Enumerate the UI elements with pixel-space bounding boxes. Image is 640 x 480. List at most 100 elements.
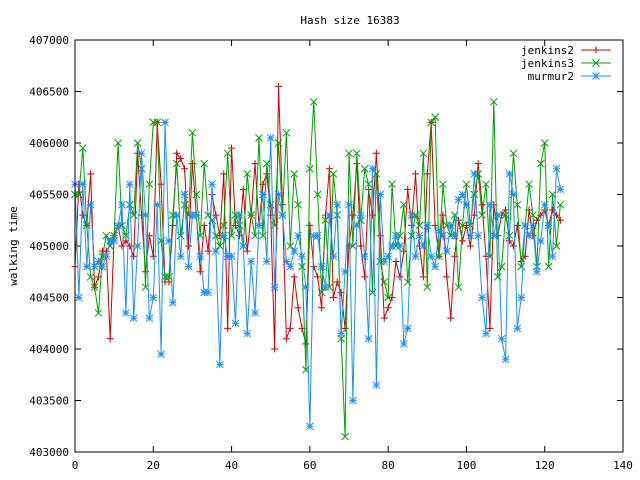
data-point	[443, 273, 451, 281]
data-point	[251, 231, 259, 240]
data-point	[349, 396, 357, 405]
data-point	[431, 262, 439, 271]
data-point	[396, 273, 404, 281]
data-point	[223, 149, 232, 158]
data-point	[392, 257, 400, 265]
data-point	[122, 309, 130, 317]
data-point	[204, 247, 212, 255]
data-point	[396, 242, 404, 250]
data-point	[544, 262, 553, 271]
data-point	[407, 211, 416, 219]
data-point	[403, 278, 412, 286]
data-point	[352, 149, 361, 158]
data-point	[130, 252, 138, 260]
data-point	[364, 180, 373, 189]
data-point	[137, 149, 146, 158]
data-point	[376, 257, 385, 266]
data-point	[177, 154, 185, 162]
data-point	[364, 334, 373, 343]
data-point	[552, 164, 561, 173]
data-point	[474, 160, 482, 168]
data-point	[360, 252, 369, 261]
data-point	[212, 247, 220, 256]
data-point	[181, 165, 189, 173]
data-point	[192, 211, 201, 219]
data-point	[219, 221, 228, 230]
x-tick-label: 140	[613, 459, 633, 472]
data-point	[169, 221, 177, 229]
data-point	[243, 170, 252, 178]
data-point	[412, 170, 420, 178]
data-point	[454, 195, 463, 204]
series-jenkins2	[71, 82, 564, 353]
x-tick-label: 0	[72, 459, 79, 472]
y-axis-label: walking time	[7, 206, 20, 285]
data-point	[533, 267, 541, 276]
data-point	[98, 252, 107, 261]
data-point	[309, 231, 318, 240]
data-point	[592, 46, 600, 54]
data-point	[172, 159, 181, 168]
data-point	[361, 273, 369, 281]
data-point	[556, 185, 565, 194]
data-point	[513, 221, 521, 229]
data-point	[341, 432, 349, 441]
y-tick-label: 404000	[29, 343, 69, 356]
data-point	[497, 334, 506, 343]
data-point	[470, 190, 479, 199]
x-tick-label: 120	[535, 459, 555, 472]
data-point	[533, 216, 541, 224]
data-point	[356, 211, 365, 219]
data-point	[141, 211, 150, 219]
data-point	[556, 216, 564, 224]
data-point	[219, 231, 228, 240]
data-point	[435, 226, 443, 235]
data-point	[521, 221, 529, 230]
data-point	[411, 252, 420, 261]
data-point	[509, 242, 517, 250]
data-point	[153, 200, 162, 209]
data-point	[321, 216, 330, 225]
data-point	[459, 237, 467, 245]
data-point	[502, 206, 510, 214]
data-point	[180, 190, 189, 199]
y-tick-label: 405500	[29, 189, 69, 202]
data-point	[404, 185, 412, 193]
data-point	[204, 288, 212, 297]
data-point	[544, 221, 553, 230]
data-point	[489, 97, 498, 106]
data-point	[306, 164, 314, 173]
series-jenkins3	[71, 97, 565, 441]
data-point	[153, 118, 162, 127]
data-point	[529, 221, 537, 230]
legend-label: murmur2	[528, 70, 574, 83]
data-point	[529, 211, 537, 219]
data-point	[87, 170, 95, 178]
data-point	[231, 319, 240, 328]
data-point	[227, 252, 236, 261]
data-point	[399, 339, 408, 348]
data-point	[290, 247, 299, 256]
data-point	[352, 221, 361, 230]
data-point	[458, 221, 467, 230]
data-point	[266, 133, 275, 142]
data-point	[443, 247, 451, 256]
data-point	[243, 247, 251, 255]
data-point	[102, 231, 111, 240]
data-point	[239, 242, 248, 250]
data-point	[235, 211, 244, 219]
data-point	[110, 236, 118, 245]
data-point	[431, 221, 439, 229]
data-point	[125, 200, 134, 209]
data-point	[185, 242, 193, 250]
data-point	[282, 257, 291, 266]
data-point	[188, 128, 197, 137]
data-point	[403, 324, 412, 333]
x-tick-label: 100	[456, 459, 476, 472]
data-point	[161, 118, 169, 127]
data-point	[388, 180, 396, 189]
data-point	[431, 113, 439, 122]
data-point	[247, 257, 255, 266]
